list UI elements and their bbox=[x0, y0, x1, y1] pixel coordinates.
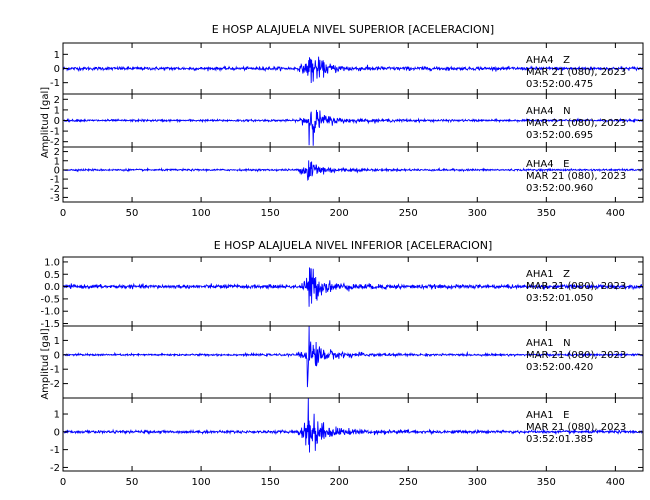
y-tick-label: 0 bbox=[54, 64, 60, 75]
y-tick-label: 0 bbox=[54, 350, 60, 361]
y-tick-label: 0 bbox=[54, 116, 60, 127]
time-label: 03:52:00.960 bbox=[526, 183, 593, 194]
waveform-line bbox=[63, 160, 644, 182]
waveform-line bbox=[62, 56, 644, 84]
x-tick-label: 0 bbox=[60, 477, 66, 488]
panel-frame bbox=[62, 397, 644, 472]
x-tick-label: 200 bbox=[330, 208, 349, 219]
x-tick-label: 350 bbox=[537, 208, 556, 219]
y-tick-label: -1.0 bbox=[40, 307, 60, 318]
x-tick-label: 250 bbox=[399, 208, 418, 219]
time-label: 03:52:01.050 bbox=[526, 293, 593, 304]
date-label: MAR 21 (080), 2023 bbox=[526, 67, 626, 78]
y-tick-label: -3 bbox=[50, 193, 60, 204]
chart-1: E HOSP ALAJUELA NIVEL SUPERIOR [ACELERAC… bbox=[40, 23, 644, 219]
chart-2: E HOSP ALAJUELA NIVEL INFERIOR [ACELERAC… bbox=[40, 239, 644, 488]
x-tick-label: 200 bbox=[330, 477, 349, 488]
chart-title: E HOSP ALAJUELA NIVEL SUPERIOR [ACELERAC… bbox=[212, 23, 494, 36]
station-label: AHA1 E bbox=[526, 410, 569, 421]
y-tick-label: 2 bbox=[54, 95, 60, 106]
y-tick-label: 1 bbox=[54, 410, 60, 421]
x-tick-label: 400 bbox=[606, 208, 625, 219]
y-tick-label: 1 bbox=[54, 50, 60, 61]
y-tick-label: -1 bbox=[50, 445, 60, 456]
y-tick-label: -2 bbox=[50, 184, 60, 195]
panel-frame bbox=[62, 146, 644, 203]
y-tick-label: -2 bbox=[50, 379, 60, 390]
x-tick-label: 300 bbox=[468, 477, 487, 488]
y-tick-label: 1 bbox=[54, 105, 60, 116]
waveform-line bbox=[62, 266, 644, 307]
y-tick-label: 1.0 bbox=[44, 257, 60, 268]
y-tick-label: 0 bbox=[54, 427, 60, 438]
station-label: AHA1 Z bbox=[526, 269, 570, 280]
y-tick-label: 0.0 bbox=[44, 282, 60, 293]
y-tick-label: -2 bbox=[50, 137, 60, 148]
time-label: 03:52:00.420 bbox=[526, 362, 593, 373]
y-tick-label: -2 bbox=[50, 463, 60, 474]
y-tick-label: -0.5 bbox=[40, 294, 60, 305]
date-label: MAR 21 (080), 2023 bbox=[526, 171, 626, 182]
waveform-line bbox=[62, 109, 644, 146]
station-label: AHA4 Z bbox=[526, 55, 570, 66]
chart-title: E HOSP ALAJUELA NIVEL INFERIOR [ACELERAC… bbox=[214, 239, 493, 252]
station-label: AHA1 N bbox=[526, 338, 571, 349]
y-tick-label: 2 bbox=[54, 147, 60, 158]
x-tick-label: 400 bbox=[606, 477, 625, 488]
time-label: 03:52:01.385 bbox=[526, 434, 593, 445]
station-label: AHA4 E bbox=[526, 159, 569, 170]
y-tick-label: -1.5 bbox=[40, 319, 60, 330]
date-label: MAR 21 (080), 2023 bbox=[526, 118, 626, 129]
y-tick-label: -1 bbox=[50, 78, 60, 89]
x-tick-label: 50 bbox=[126, 477, 139, 488]
y-tick-label: 1 bbox=[54, 336, 60, 347]
y-tick-label: 0 bbox=[54, 165, 60, 176]
y-tick-label: 0.5 bbox=[44, 270, 60, 281]
date-label: MAR 21 (080), 2023 bbox=[526, 422, 626, 433]
x-tick-label: 250 bbox=[399, 477, 418, 488]
x-tick-label: 150 bbox=[261, 477, 280, 488]
y-tick-label: -1 bbox=[50, 365, 60, 376]
x-tick-label: 350 bbox=[537, 477, 556, 488]
station-label: AHA4 N bbox=[526, 106, 571, 117]
time-label: 03:52:00.695 bbox=[526, 130, 593, 141]
waveform-line bbox=[63, 325, 644, 388]
x-tick-label: 150 bbox=[261, 208, 280, 219]
x-tick-label: 0 bbox=[60, 208, 66, 219]
y-axis-label: Amplitud [gal] bbox=[40, 87, 51, 158]
x-tick-label: 300 bbox=[468, 208, 487, 219]
x-tick-label: 100 bbox=[192, 477, 211, 488]
x-tick-label: 100 bbox=[192, 208, 211, 219]
date-label: MAR 21 (080), 2023 bbox=[526, 281, 626, 292]
time-label: 03:52:00.475 bbox=[526, 79, 593, 90]
y-axis-label: Amplitud [gal] bbox=[40, 328, 51, 399]
y-tick-label: -1 bbox=[50, 175, 60, 186]
x-tick-label: 50 bbox=[126, 208, 139, 219]
waveform-line bbox=[62, 397, 644, 453]
y-tick-label: -1 bbox=[50, 127, 60, 138]
y-tick-label: 1 bbox=[54, 156, 60, 167]
date-label: MAR 21 (080), 2023 bbox=[526, 350, 626, 361]
